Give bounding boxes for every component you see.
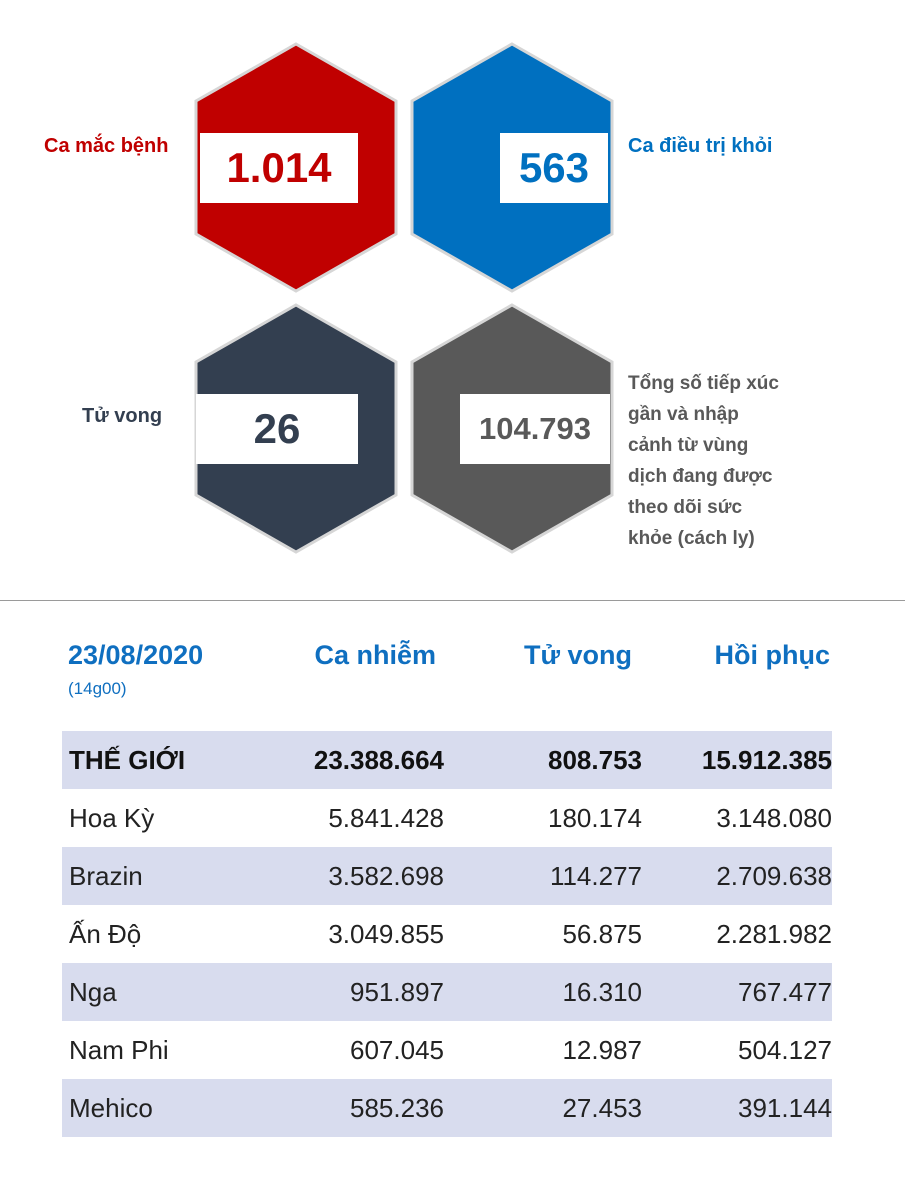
header-deaths: Tử vong (523, 640, 632, 670)
recovered-cell: 504.127 (738, 1034, 832, 1065)
deaths-label: Tử vong (82, 405, 163, 427)
table-row: Nga 951.897 16.310 767.477 (62, 963, 832, 1021)
monitored-value: 104.793 (460, 394, 610, 464)
country-cell: Hoa Kỳ (69, 802, 155, 833)
deaths-cell: 56.875 (562, 918, 642, 949)
recovered-cell: 2.281.982 (716, 918, 832, 949)
recovered-cell: 3.148.080 (716, 802, 832, 833)
country-cell: Nam Phi (69, 1034, 169, 1065)
table-row: THẾ GIỚI 23.388.664 808.753 15.912.385 (62, 731, 832, 789)
deaths-cell: 808.753 (548, 744, 642, 775)
header-cases: Ca nhiễm (314, 640, 436, 670)
table-time: (14g00) (68, 679, 127, 698)
recovered-cell: 15.912.385 (701, 744, 832, 775)
cases-value: 1.014 (200, 133, 358, 203)
cases-cell: 23.388.664 (313, 744, 444, 775)
deaths-cell: 27.453 (562, 1092, 642, 1123)
monitored-label-line: khỏe (cách ly) (628, 528, 755, 549)
recovered-cell: 391.144 (738, 1092, 832, 1123)
monitored-label-line: cảnh từ vùng (628, 435, 749, 456)
world-table: THẾ GIỚI 23.388.664 808.753 15.912.385 H… (62, 731, 832, 1137)
country-cell: Nga (69, 976, 117, 1007)
recovered-label: Ca điều trị khỏi (628, 135, 773, 157)
table-row: Hoa Kỳ 5.841.428 180.174 3.148.080 (62, 789, 832, 847)
monitored-label-line: Tổng số tiếp xúc (628, 373, 779, 394)
monitored-label-line: dịch đang được (628, 466, 773, 487)
recovered-cell: 2.709.638 (716, 860, 832, 891)
cases-cell: 5.841.428 (328, 802, 444, 833)
header-recovered: Hồi phục (714, 640, 831, 670)
cases-cell: 951.897 (350, 976, 444, 1007)
cases-cell: 585.236 (350, 1092, 444, 1123)
table-row: Nam Phi 607.045 12.987 504.127 (62, 1021, 832, 1079)
recovered-cell: 767.477 (738, 976, 832, 1007)
cases-cell: 607.045 (350, 1034, 444, 1065)
section-divider (0, 600, 905, 601)
table-row: Ấn Độ 3.049.855 56.875 2.281.982 (62, 905, 832, 963)
country-cell: Mehico (69, 1092, 153, 1123)
monitored-label: Tổng số tiếp xúc gần và nhập cảnh từ vùn… (628, 368, 779, 554)
deaths-value: 26 (196, 394, 358, 464)
country-cell: THẾ GIỚI (69, 744, 186, 775)
deaths-cell: 12.987 (562, 1034, 642, 1065)
table-row: Mehico 585.236 27.453 391.144 (62, 1079, 832, 1137)
country-cell: Brazin (69, 860, 143, 891)
table-date: 23/08/2020 (68, 640, 204, 670)
monitored-label-line: theo dõi sức (628, 497, 743, 518)
cases-cell: 3.582.698 (328, 860, 444, 891)
table-row: Brazin 3.582.698 114.277 2.709.638 (62, 847, 832, 905)
monitored-label-line: gần và nhập (628, 404, 739, 425)
cases-label: Ca mắc bệnh (44, 135, 169, 157)
country-cell: Ấn Độ (69, 918, 142, 949)
recovered-value: 563 (500, 133, 608, 203)
deaths-cell: 114.277 (549, 860, 642, 891)
deaths-cell: 16.310 (562, 976, 642, 1007)
cases-cell: 3.049.855 (328, 918, 444, 949)
deaths-cell: 180.174 (548, 802, 642, 833)
